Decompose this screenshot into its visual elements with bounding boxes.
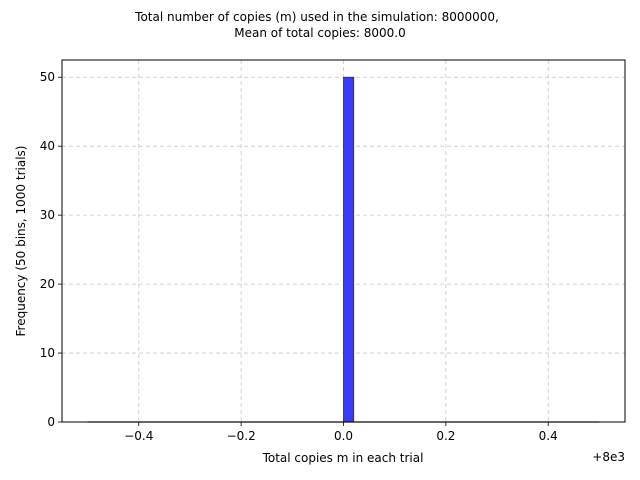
y-tick-label: 0	[47, 415, 55, 429]
x-tick-label: 0.2	[436, 429, 455, 443]
y-tick-label: 10	[40, 346, 55, 360]
y-tick-label: 50	[40, 70, 55, 84]
y-tick-label: 40	[40, 139, 55, 153]
x-offset-text: +8e3	[592, 450, 625, 464]
x-axis-label: Total copies m in each trial	[262, 451, 424, 465]
y-axis-label: Frequency (50 bins, 1000 trials)	[14, 146, 28, 337]
histogram-bar	[343, 76, 355, 423]
x-tick-label: 0.4	[539, 429, 558, 443]
x-axis-ticks: −0.4 −0.2 0.0 0.2 0.4	[124, 422, 558, 443]
x-tick-label: −0.2	[227, 429, 256, 443]
chart-title-line-2: Mean of total copies: 8000.0	[234, 26, 406, 40]
y-axis-ticks: 0 10 20 30 40 50	[40, 70, 62, 429]
chart-title-line-1: Total number of copies (m) used in the s…	[134, 10, 499, 24]
bars	[343, 76, 355, 423]
y-tick-label: 20	[40, 277, 55, 291]
x-tick-label: −0.4	[124, 429, 153, 443]
y-tick-label: 30	[40, 208, 55, 222]
x-tick-label: 0.0	[334, 429, 353, 443]
